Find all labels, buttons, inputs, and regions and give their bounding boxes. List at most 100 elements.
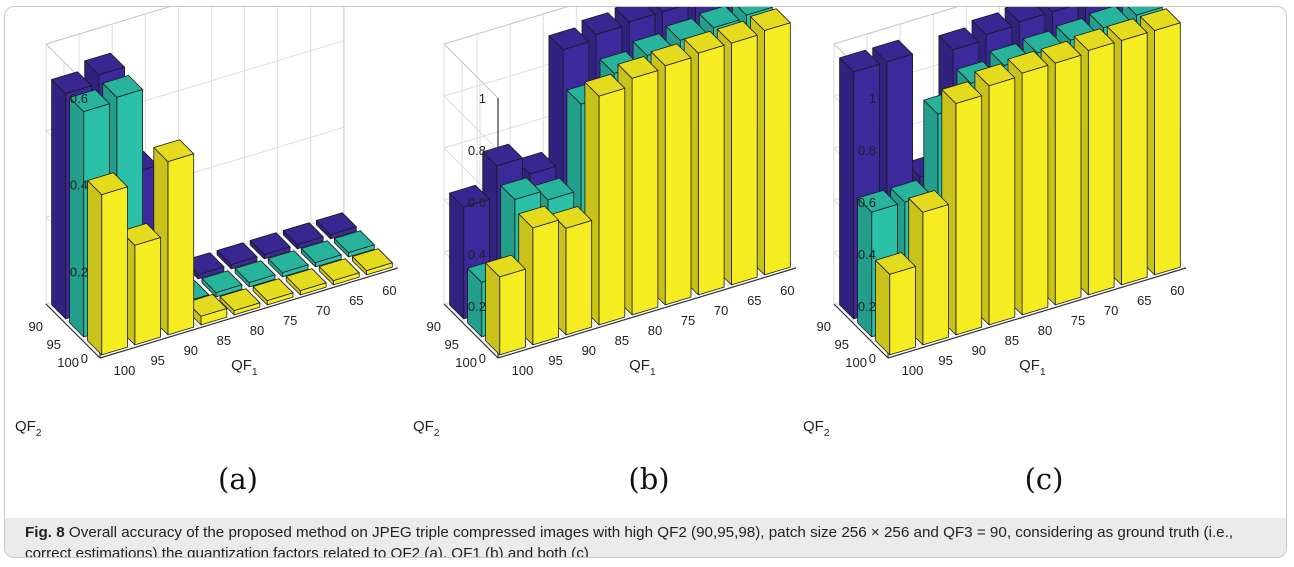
bar-qf2-100-qf1-100	[87, 172, 128, 356]
bars	[449, 7, 791, 356]
z-tick-label: 0	[479, 351, 486, 366]
x-axis-title-subscript: 1	[252, 367, 258, 378]
bar-qf2-100-qf1-80	[219, 288, 261, 316]
x-tick-label: 60	[382, 283, 396, 298]
x-tick-label: 80	[250, 323, 264, 338]
chart-panel-c: 0 0.2 0.4 0.6 0.8 1 100 95 90 85 80 75 70 65 60 90 95 100…	[803, 7, 1187, 439]
bar-qf2-100-qf1-75	[252, 278, 294, 306]
x-tick-label: 85	[217, 333, 231, 348]
z-tick-label: 0.4	[858, 247, 876, 262]
x-tick-label: 60	[780, 283, 794, 298]
figure-frame: 0 0.2 0.4 0.6 100 95 90 85 80 75 70 65 60 90 95 100 QF1 Q…	[4, 6, 1287, 558]
bar-qf2-90-qf1-70	[249, 232, 291, 260]
x-tick-label: 100	[902, 363, 924, 378]
z-tick-label: 0.2	[70, 264, 88, 279]
panel-label-c: (c)	[1024, 462, 1064, 496]
x-tick-label: 60	[1170, 283, 1184, 298]
bar-qf2-100-qf1-70	[285, 268, 327, 296]
y-tick-label: 95	[47, 337, 61, 352]
bars	[51, 52, 393, 356]
x-tick-label: 75	[283, 313, 297, 328]
panel-label-b: (b)	[628, 462, 670, 496]
x-tick-label: 65	[1137, 293, 1151, 308]
x-tick-label: 65	[747, 293, 761, 308]
bar-qf2-90-qf1-75	[216, 242, 258, 270]
figure-number: Fig. 8	[25, 524, 65, 541]
x-axis-line	[99, 267, 399, 359]
x-tick-label: 80	[1038, 323, 1052, 338]
figure-caption: Fig. 8 Overall accuracy of the proposed …	[25, 522, 1265, 558]
bar-qf2-95-qf1-60	[333, 230, 375, 258]
x-tick-label: 70	[714, 303, 728, 318]
x-tick-label: 90	[582, 343, 596, 358]
z-tick-label: 0.6	[70, 91, 88, 106]
z-tick-label: 0	[81, 351, 88, 366]
x-axis-title: QF1	[629, 357, 656, 378]
y-tick-label: 100	[57, 355, 79, 370]
x-tick-label: 90	[184, 343, 198, 358]
z-tick-label: 0.6	[468, 195, 486, 210]
x-tick-label: 70	[1104, 303, 1118, 318]
z-tick-label: 1	[869, 91, 876, 106]
y-tick-label: 100	[845, 355, 867, 370]
x-tick-label: 100	[512, 363, 534, 378]
z-tick-label: 0	[869, 351, 876, 366]
y-axis-title: QF2	[803, 418, 830, 439]
bar-qf2-90-qf1-65	[282, 222, 324, 250]
z-tick-label: 0.6	[858, 195, 876, 210]
x-tick-label: 90	[972, 343, 986, 358]
x-tick-label: 65	[349, 293, 363, 308]
bar-qf2-95-qf1-80	[201, 270, 243, 298]
figure-panels: 0 0.2 0.4 0.6 100 95 90 85 80 75 70 65 60 90 95 100 QF1 Q…	[5, 7, 1286, 447]
caption-text: Overall accuracy of the proposed method …	[25, 524, 1234, 558]
y-axis-title-subscript: 2	[434, 428, 440, 439]
axis-labels: 0 0.2 0.4 0.6 100 95 90 85 80 75 70 65 60 90 95 100 QF1 Q…	[15, 91, 397, 439]
x-axis-title: QF1	[1019, 357, 1046, 378]
y-axis-line	[833, 303, 889, 359]
z-tick-label: 0.2	[468, 299, 486, 314]
bar-qf2-100-qf1-80	[617, 56, 659, 316]
x-tick-label: 75	[681, 313, 695, 328]
x-axis-line	[887, 267, 1187, 359]
y-tick-label: 95	[445, 337, 459, 352]
x-axis-title-subscript: 1	[1040, 367, 1046, 378]
y-axis-line	[443, 303, 499, 359]
chart-panel-b: 0 0.2 0.4 0.6 0.8 1 100 95 90 85 80 75 70 65 60 90 95 100…	[413, 7, 797, 439]
x-tick-label: 85	[1005, 333, 1019, 348]
z-tick-label: 0.8	[858, 143, 876, 158]
y-axis-line	[45, 303, 101, 359]
x-axis-title: QF1	[231, 357, 258, 378]
axis-labels: 0 0.2 0.4 0.6 0.8 1 100 95 90 85 80 75 70 65 60 90 95 100…	[803, 91, 1185, 439]
z-tick-label: 0.8	[468, 143, 486, 158]
x-tick-label: 85	[615, 333, 629, 348]
panel-label-a: (a)	[218, 462, 258, 496]
bar-qf2-95-qf1-75	[234, 260, 276, 288]
x-tick-label: 75	[1071, 313, 1085, 328]
y-axis-title: QF2	[413, 418, 440, 439]
x-tick-label: 95	[548, 353, 562, 368]
z-tick-label: 1	[479, 91, 486, 106]
y-tick-label: 100	[455, 355, 477, 370]
y-axis-title-subscript: 2	[824, 428, 830, 439]
caption-background	[5, 518, 1286, 557]
y-tick-label: 90	[427, 319, 441, 334]
x-axis-title-subscript: 1	[650, 367, 656, 378]
axis-labels: 0 0.2 0.4 0.6 0.8 1 100 95 90 85 80 75 70 65 60 90 95 100…	[413, 91, 795, 439]
bar-qf2-100-qf1-65	[318, 258, 360, 286]
bar-qf2-100-qf1-100	[875, 252, 916, 356]
x-tick-label: 100	[114, 363, 136, 378]
bar-qf2-100-qf1-100	[485, 254, 526, 356]
x-axis-line	[497, 267, 797, 359]
x-tick-label: 80	[648, 323, 662, 338]
bar-qf2-95-qf1-65	[300, 240, 342, 268]
y-tick-label: 90	[29, 319, 43, 334]
y-tick-label: 95	[835, 337, 849, 352]
chart-panel-a: 0 0.2 0.4 0.6 100 95 90 85 80 75 70 65 60 90 95 100 QF1 Q…	[15, 7, 399, 439]
y-axis-title: QF2	[15, 418, 42, 439]
z-tick-label: 0.4	[468, 247, 486, 262]
bars	[839, 7, 1181, 356]
y-tick-label: 90	[817, 319, 831, 334]
x-tick-label: 95	[150, 353, 164, 368]
bar-qf2-100-qf1-90	[941, 81, 983, 336]
